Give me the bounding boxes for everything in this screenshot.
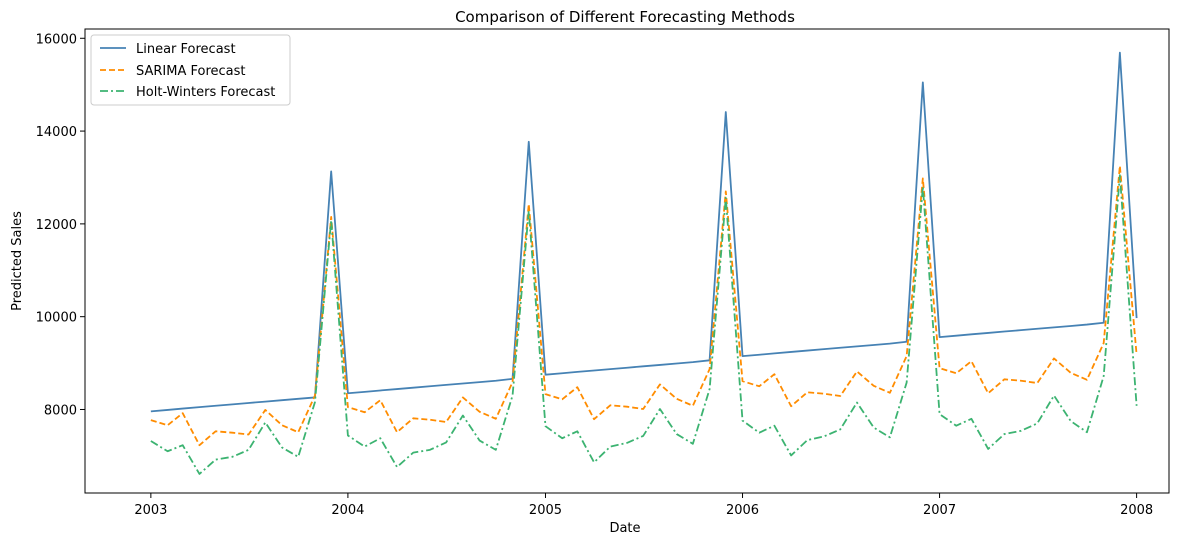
y-axis-label: Predicted Sales (10, 211, 25, 311)
legend-box (90, 34, 291, 106)
x-axis-label: Date (609, 521, 640, 536)
series-line-sarima-forecast (150, 164, 1138, 447)
x-tick-label-2007: 2007 (923, 503, 956, 518)
plot-area-frame (84, 28, 1170, 494)
y-tick-label-16000: 16000 (36, 32, 77, 47)
x-tick-label-2005: 2005 (529, 503, 562, 518)
series-layer (150, 51, 1138, 475)
y-tick-label-10000: 10000 (36, 311, 77, 326)
y-tick-label-8000: 8000 (44, 403, 77, 418)
legend-label-linear: Linear Forecast (136, 42, 236, 57)
x-tick-label-2004: 2004 (331, 503, 364, 518)
legend: Linear Forecast SARIMA Forecast Holt-Win… (90, 34, 291, 106)
y-tick-label-14000: 14000 (36, 125, 77, 140)
x-tick-label-2008: 2008 (1120, 503, 1153, 518)
series-line-holt-winters-forecast (150, 174, 1138, 475)
x-axis: 2003 2004 2005 2006 2007 2008 (134, 493, 1153, 518)
x-tick-label-2003: 2003 (134, 503, 167, 518)
y-axis: 8000 10000 12000 14000 16000 (36, 32, 85, 418)
x-tick-label-2006: 2006 (726, 503, 759, 518)
legend-label-holt-winters: Holt-Winters Forecast (136, 85, 275, 100)
y-tick-label-12000: 12000 (36, 218, 77, 233)
legend-label-sarima: SARIMA Forecast (136, 64, 246, 79)
chart-title: Comparison of Different Forecasting Meth… (455, 8, 795, 26)
